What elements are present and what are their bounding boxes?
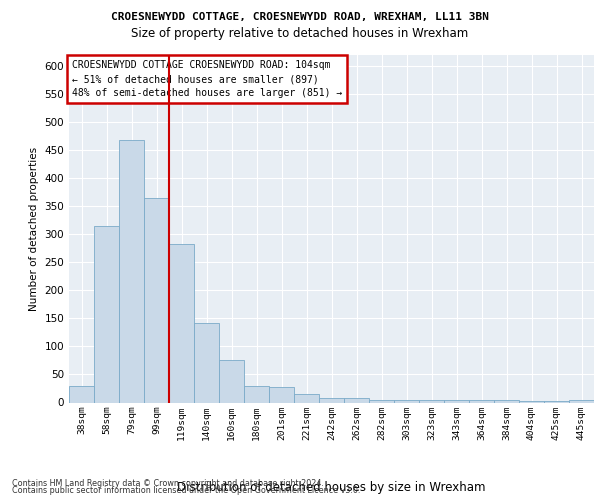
Bar bbox=[294, 394, 319, 402]
Bar bbox=[494, 400, 519, 402]
Bar bbox=[369, 400, 394, 402]
Bar bbox=[119, 140, 144, 402]
Text: CROESNEWYDD COTTAGE, CROESNEWYDD ROAD, WREXHAM, LL11 3BN: CROESNEWYDD COTTAGE, CROESNEWYDD ROAD, W… bbox=[111, 12, 489, 22]
Y-axis label: Number of detached properties: Number of detached properties bbox=[29, 146, 39, 311]
Bar bbox=[244, 386, 269, 402]
Bar bbox=[469, 400, 494, 402]
Bar bbox=[144, 198, 169, 402]
Bar bbox=[394, 400, 419, 402]
Bar bbox=[344, 398, 369, 402]
Bar bbox=[269, 388, 294, 402]
Bar bbox=[319, 398, 344, 402]
Bar bbox=[569, 400, 594, 402]
Bar bbox=[69, 386, 94, 402]
Bar bbox=[194, 323, 219, 402]
Bar bbox=[169, 244, 194, 402]
Text: Size of property relative to detached houses in Wrexham: Size of property relative to detached ho… bbox=[131, 28, 469, 40]
Text: Contains HM Land Registry data © Crown copyright and database right 2024.: Contains HM Land Registry data © Crown c… bbox=[12, 478, 324, 488]
Bar bbox=[444, 400, 469, 402]
Bar bbox=[219, 360, 244, 403]
Bar bbox=[94, 226, 119, 402]
Bar bbox=[419, 400, 444, 402]
Text: Contains public sector information licensed under the Open Government Licence v3: Contains public sector information licen… bbox=[12, 486, 361, 495]
Text: CROESNEWYDD COTTAGE CROESNEWYDD ROAD: 104sqm
← 51% of detached houses are smalle: CROESNEWYDD COTTAGE CROESNEWYDD ROAD: 10… bbox=[71, 60, 342, 98]
X-axis label: Distribution of detached houses by size in Wrexham: Distribution of detached houses by size … bbox=[177, 482, 486, 494]
